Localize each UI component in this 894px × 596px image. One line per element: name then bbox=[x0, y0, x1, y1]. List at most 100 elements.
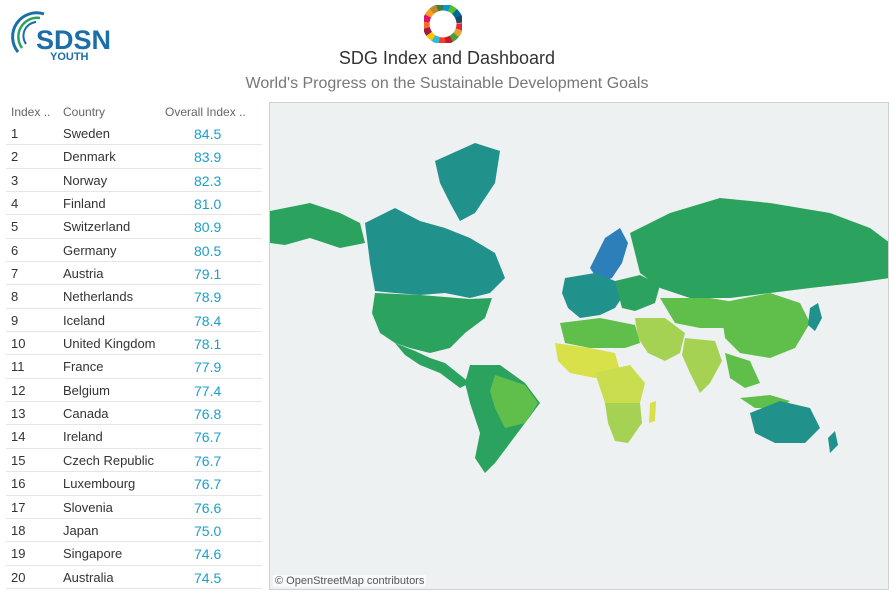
table-row[interactable]: 10 United Kingdom 78.1 bbox=[6, 332, 262, 356]
region-southern-africa bbox=[605, 403, 642, 443]
table-row[interactable]: 13 Canada 76.8 bbox=[6, 402, 262, 426]
table-row[interactable]: 19 Singapore 74.6 bbox=[6, 542, 262, 566]
logo-text: SDSN bbox=[36, 25, 112, 55]
row-overall-score: 76.7 bbox=[194, 429, 222, 446]
row-index: 8 bbox=[11, 289, 19, 305]
row-overall-score: 80.9 bbox=[194, 219, 222, 236]
row-index: 12 bbox=[11, 382, 26, 398]
row-country: Netherlands bbox=[63, 289, 134, 305]
row-index: 5 bbox=[11, 219, 19, 235]
row-country: Denmark bbox=[63, 149, 116, 165]
row-index: 20 bbox=[11, 569, 26, 585]
row-overall-score: 76.8 bbox=[194, 406, 222, 423]
region-western-europe bbox=[562, 273, 625, 318]
world-map[interactable]: © OpenStreetMap contributors bbox=[269, 102, 889, 590]
row-country: Sweden bbox=[63, 126, 110, 141]
row-overall-score: 76.7 bbox=[194, 452, 222, 469]
row-index: 11 bbox=[11, 359, 25, 375]
map-attribution[interactable]: © OpenStreetMap contributors bbox=[273, 575, 427, 587]
row-overall-score: 83.9 bbox=[194, 149, 222, 166]
row-overall-score: 74.5 bbox=[194, 569, 222, 586]
region-west-africa bbox=[555, 343, 620, 378]
row-overall-score: 78.9 bbox=[194, 289, 222, 306]
row-overall-score: 75.0 bbox=[194, 522, 222, 539]
logo-swoosh-icon bbox=[11, 11, 45, 53]
region-southeast-asia bbox=[725, 353, 760, 388]
table-row[interactable]: 2 Denmark 83.9 bbox=[6, 145, 262, 169]
row-country: Germany bbox=[63, 242, 117, 258]
column-header-index[interactable]: Index .. bbox=[11, 105, 51, 119]
table-row[interactable]: 14 Ireland 76.7 bbox=[6, 425, 262, 449]
row-overall-score: 79.1 bbox=[194, 266, 222, 283]
row-overall-score: 81.0 bbox=[194, 196, 222, 213]
row-overall-score: 76.6 bbox=[194, 499, 222, 516]
row-index: 7 bbox=[11, 266, 19, 282]
row-country: Ireland bbox=[63, 429, 103, 445]
region-india bbox=[682, 338, 722, 393]
sdg-color-wheel-icon bbox=[424, 5, 462, 43]
region-new-zealand bbox=[828, 431, 838, 453]
column-header-overall-index[interactable]: Overall Index .. bbox=[165, 105, 246, 119]
table-row[interactable]: 16 Luxembourg 76.7 bbox=[6, 472, 262, 496]
column-header-country[interactable]: Country bbox=[63, 105, 106, 119]
table-row[interactable]: 4 Finland 81.0 bbox=[6, 192, 262, 216]
sdsn-youth-logo: SDSN YOUTH bbox=[10, 6, 120, 63]
row-index: 6 bbox=[11, 242, 19, 258]
row-country: Austria bbox=[63, 266, 104, 282]
region-usa bbox=[372, 293, 492, 353]
table-row[interactable]: 3 Norway 82.3 bbox=[6, 169, 262, 193]
region-china bbox=[720, 293, 810, 358]
table-row[interactable]: 8 Netherlands 78.9 bbox=[6, 285, 262, 309]
row-overall-score: 78.4 bbox=[194, 312, 222, 329]
row-overall-score: 77.4 bbox=[194, 382, 222, 399]
table-row[interactable]: 7 Austria 79.1 bbox=[6, 262, 262, 286]
table-row[interactable]: 18 Japan 75.0 bbox=[6, 519, 262, 543]
row-country: Switzerland bbox=[63, 219, 131, 235]
ranking-table: Index .. Country Overall Index .. 1 Swede… bbox=[6, 102, 262, 589]
page-subtitle: World's Progress on the Sustainable Deve… bbox=[245, 75, 649, 92]
row-overall-score: 82.3 bbox=[194, 172, 222, 189]
row-index: 9 bbox=[11, 312, 19, 328]
row-overall-score: 84.5 bbox=[194, 126, 222, 142]
table-row[interactable]: 11 France 77.9 bbox=[6, 355, 262, 379]
row-country: Slovenia bbox=[63, 499, 113, 515]
table-row[interactable]: 9 Iceland 78.4 bbox=[6, 309, 262, 333]
row-country: Iceland bbox=[63, 312, 105, 328]
row-index: 13 bbox=[11, 406, 26, 422]
row-overall-score: 76.7 bbox=[194, 476, 222, 493]
table-row[interactable]: 12 Belgium 77.4 bbox=[6, 379, 262, 403]
row-country: Belgium bbox=[63, 382, 110, 398]
row-index: 1 bbox=[11, 126, 19, 141]
row-overall-score: 74.6 bbox=[194, 546, 222, 563]
row-country: Norway bbox=[63, 172, 108, 188]
region-mexico bbox=[395, 343, 470, 388]
row-country: Finland bbox=[63, 196, 106, 212]
row-country: Czech Republic bbox=[63, 452, 155, 468]
region-canada bbox=[365, 208, 505, 298]
table-row[interactable]: 6 Germany 80.5 bbox=[6, 239, 262, 263]
region-central-africa bbox=[595, 365, 645, 413]
region-middle-east bbox=[635, 318, 685, 361]
table-row[interactable]: 5 Switzerland 80.9 bbox=[6, 215, 262, 239]
row-index: 14 bbox=[11, 429, 26, 445]
row-index: 4 bbox=[11, 196, 19, 212]
row-country: France bbox=[63, 359, 104, 375]
region-alaska bbox=[270, 203, 365, 248]
table-row[interactable]: 1 Sweden 84.5 bbox=[6, 122, 262, 146]
table-row[interactable]: 17 Slovenia 76.6 bbox=[6, 496, 262, 519]
table-row[interactable]: 20 Australia 74.5 bbox=[6, 566, 262, 589]
region-eastern-europe bbox=[615, 275, 660, 311]
region-japan bbox=[808, 303, 822, 331]
logo-subtext: YOUTH bbox=[50, 51, 89, 63]
region-north-africa bbox=[560, 318, 640, 348]
row-index: 2 bbox=[11, 149, 19, 165]
row-index: 10 bbox=[11, 336, 26, 352]
choropleth-map[interactable] bbox=[270, 103, 889, 590]
row-overall-score: 78.1 bbox=[194, 336, 222, 353]
row-index: 19 bbox=[11, 546, 26, 562]
row-overall-score: 77.9 bbox=[194, 359, 222, 376]
region-australia bbox=[750, 401, 820, 443]
row-index: 15 bbox=[11, 452, 26, 468]
table-row[interactable]: 15 Czech Republic 76.7 bbox=[6, 449, 262, 473]
region-russia bbox=[630, 198, 888, 298]
